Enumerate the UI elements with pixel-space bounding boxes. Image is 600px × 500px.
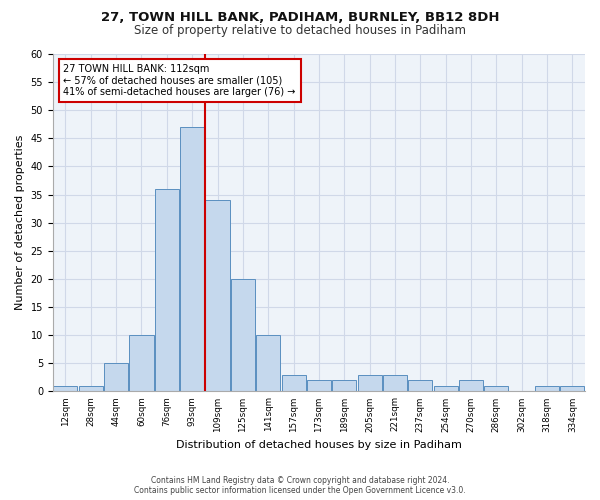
Bar bbox=[281, 374, 305, 392]
Bar bbox=[358, 374, 382, 392]
Text: Contains HM Land Registry data © Crown copyright and database right 2024.
Contai: Contains HM Land Registry data © Crown c… bbox=[134, 476, 466, 495]
Y-axis label: Number of detached properties: Number of detached properties bbox=[15, 135, 25, 310]
Bar bbox=[459, 380, 483, 392]
Bar bbox=[560, 386, 584, 392]
Bar bbox=[79, 386, 103, 392]
Bar bbox=[104, 364, 128, 392]
Bar bbox=[383, 374, 407, 392]
Text: 27 TOWN HILL BANK: 112sqm
← 57% of detached houses are smaller (105)
41% of semi: 27 TOWN HILL BANK: 112sqm ← 57% of detac… bbox=[64, 64, 296, 98]
Bar bbox=[205, 200, 230, 392]
Bar bbox=[408, 380, 433, 392]
Bar bbox=[155, 189, 179, 392]
Bar bbox=[231, 279, 255, 392]
Bar bbox=[535, 386, 559, 392]
Bar bbox=[256, 335, 280, 392]
Bar bbox=[434, 386, 458, 392]
Text: 27, TOWN HILL BANK, PADIHAM, BURNLEY, BB12 8DH: 27, TOWN HILL BANK, PADIHAM, BURNLEY, BB… bbox=[101, 11, 499, 24]
Bar bbox=[53, 386, 77, 392]
Bar bbox=[332, 380, 356, 392]
Bar bbox=[180, 127, 204, 392]
Bar bbox=[484, 386, 508, 392]
Bar bbox=[130, 335, 154, 392]
Text: Size of property relative to detached houses in Padiham: Size of property relative to detached ho… bbox=[134, 24, 466, 37]
Bar bbox=[307, 380, 331, 392]
X-axis label: Distribution of detached houses by size in Padiham: Distribution of detached houses by size … bbox=[176, 440, 462, 450]
